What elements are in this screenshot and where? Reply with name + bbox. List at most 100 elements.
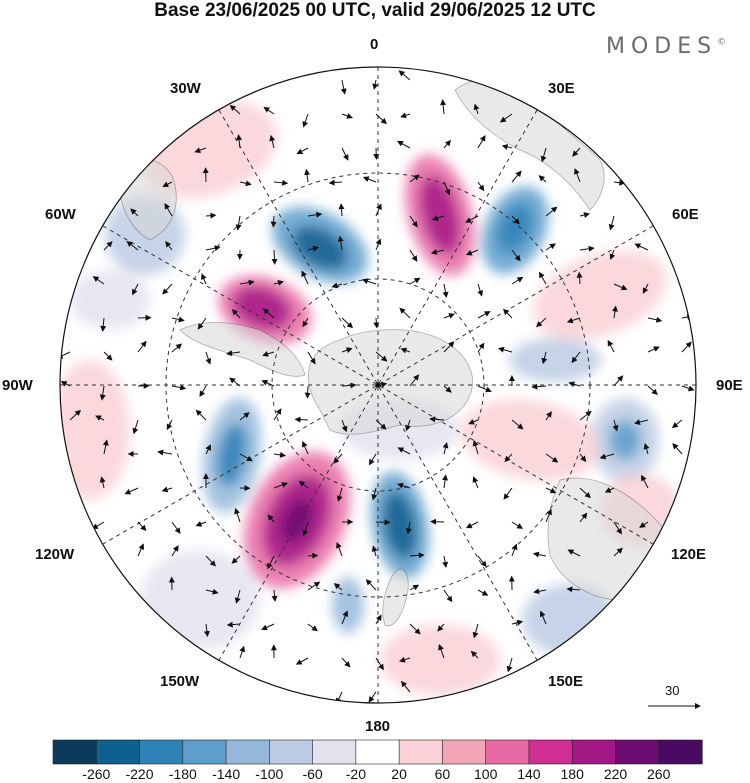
wind-arrow	[375, 238, 382, 251]
wind-arrow	[267, 555, 275, 570]
wind-arrow	[341, 347, 353, 354]
wind-arrow	[477, 342, 485, 353]
wind-arrow	[409, 277, 421, 285]
wind-arrow	[604, 487, 615, 493]
wind-arrow	[262, 308, 275, 319]
lon-label-120e: 120E	[671, 546, 707, 563]
colorbar-swatch	[398, 739, 444, 765]
wind-arrow	[572, 147, 581, 157]
wind-arrow	[672, 443, 683, 455]
wind-arrow	[607, 339, 615, 353]
wind-arrow	[229, 377, 241, 387]
wind-arrow	[477, 555, 487, 568]
wind-arrow	[137, 543, 144, 557]
colorbar-tick-label: -180	[168, 766, 197, 782]
wind-arrow	[273, 482, 288, 489]
wind-vectors	[60, 70, 695, 703]
wind-arrow	[501, 144, 513, 150]
wind-arrow	[477, 589, 489, 596]
wind-arrow	[231, 309, 241, 319]
colorbar-tick-label: -140	[212, 766, 241, 782]
wind-arrow	[100, 317, 107, 332]
lon-label-150e: 150E	[548, 673, 584, 690]
wind-arrow	[409, 174, 420, 183]
wind-arrow	[368, 691, 377, 703]
colorbar	[52, 739, 703, 765]
wind-arrow	[647, 316, 663, 323]
wind-arrow	[397, 447, 411, 455]
wind-arrow	[545, 487, 557, 494]
modes-logo: MODES©	[606, 34, 726, 59]
wind-arrow	[341, 113, 353, 119]
wind-arrow	[239, 279, 255, 286]
wind-arrow	[409, 552, 425, 559]
wind-arrow	[431, 215, 445, 221]
wind-arrow	[199, 385, 207, 398]
wind-arrow	[365, 579, 377, 591]
lon-label-60e: 60E	[672, 206, 699, 223]
wind-arrow	[307, 245, 319, 252]
wind-arrow	[613, 547, 623, 557]
wind-arrow	[639, 521, 649, 528]
wind-arrow	[397, 140, 411, 149]
colorbar-tick-label: 220	[603, 766, 628, 782]
colorbar-swatch	[615, 739, 660, 765]
colorbar-swatch	[528, 739, 573, 765]
wind-arrow	[612, 305, 618, 319]
anomaly-blob	[496, 203, 534, 253]
lon-label-30e: 30E	[548, 80, 575, 97]
wind-arrow	[137, 521, 147, 532]
wind-arrow	[477, 181, 485, 192]
wind-arrow	[579, 212, 590, 218]
wind-arrow	[271, 589, 278, 602]
wind-arrow	[338, 203, 345, 217]
wind-arrow	[511, 276, 524, 285]
wind-arrow	[442, 555, 449, 568]
wind-arrow	[511, 249, 521, 262]
wind-arrow	[239, 412, 250, 421]
wind-arrow	[307, 552, 319, 559]
colorbar-swatch	[658, 739, 703, 765]
wind-arrow	[126, 240, 139, 251]
wind-arrow	[205, 212, 217, 219]
wind-arrow	[634, 243, 649, 251]
wind-arrow	[532, 551, 547, 558]
wind-arrow	[399, 307, 411, 319]
wind-arrow	[399, 656, 411, 663]
wind-arrow	[472, 476, 479, 489]
wind-arrow	[511, 419, 524, 430]
wind-arrow	[302, 113, 309, 128]
wind-arrow	[171, 384, 187, 391]
wind-arrow	[477, 283, 484, 297]
wind-arrow	[642, 283, 649, 294]
wind-arrow	[60, 351, 71, 359]
wind-arrow	[409, 584, 420, 591]
wind-arrow	[470, 650, 479, 659]
wind-arrow	[405, 521, 412, 535]
colorbar-swatch	[312, 739, 357, 765]
wind-arrow	[341, 317, 354, 329]
wind-arrow	[465, 249, 479, 256]
wind-arrow	[333, 453, 343, 464]
wind-arrow	[371, 487, 378, 501]
wind-arrow	[161, 486, 173, 493]
wind-arrow	[372, 79, 379, 90]
colorbar-tick-label: 60	[434, 766, 451, 782]
wind-arrow	[375, 113, 387, 125]
map-boundary	[59, 66, 697, 704]
anomaly-blob	[140, 550, 260, 650]
wind-arrow	[304, 385, 311, 399]
wind-arrow	[273, 408, 282, 421]
wind-arrow	[205, 245, 221, 252]
wind-arrow	[195, 409, 207, 421]
wind-arrow	[681, 341, 692, 353]
wind-arrow	[336, 487, 343, 502]
wind-arrow	[373, 317, 380, 329]
lon-label-90e: 90E	[716, 377, 743, 394]
wind-arrow	[468, 419, 479, 425]
wind-arrow	[545, 453, 559, 463]
wind-arrow	[440, 99, 447, 115]
wind-arrow	[166, 419, 173, 431]
colorbar-tick-label: 140	[517, 766, 541, 782]
